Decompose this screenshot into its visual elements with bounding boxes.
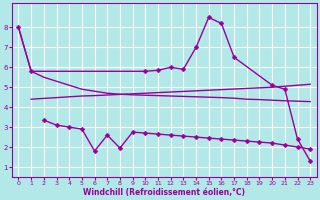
X-axis label: Windchill (Refroidissement éolien,°C): Windchill (Refroidissement éolien,°C) [83, 188, 245, 197]
